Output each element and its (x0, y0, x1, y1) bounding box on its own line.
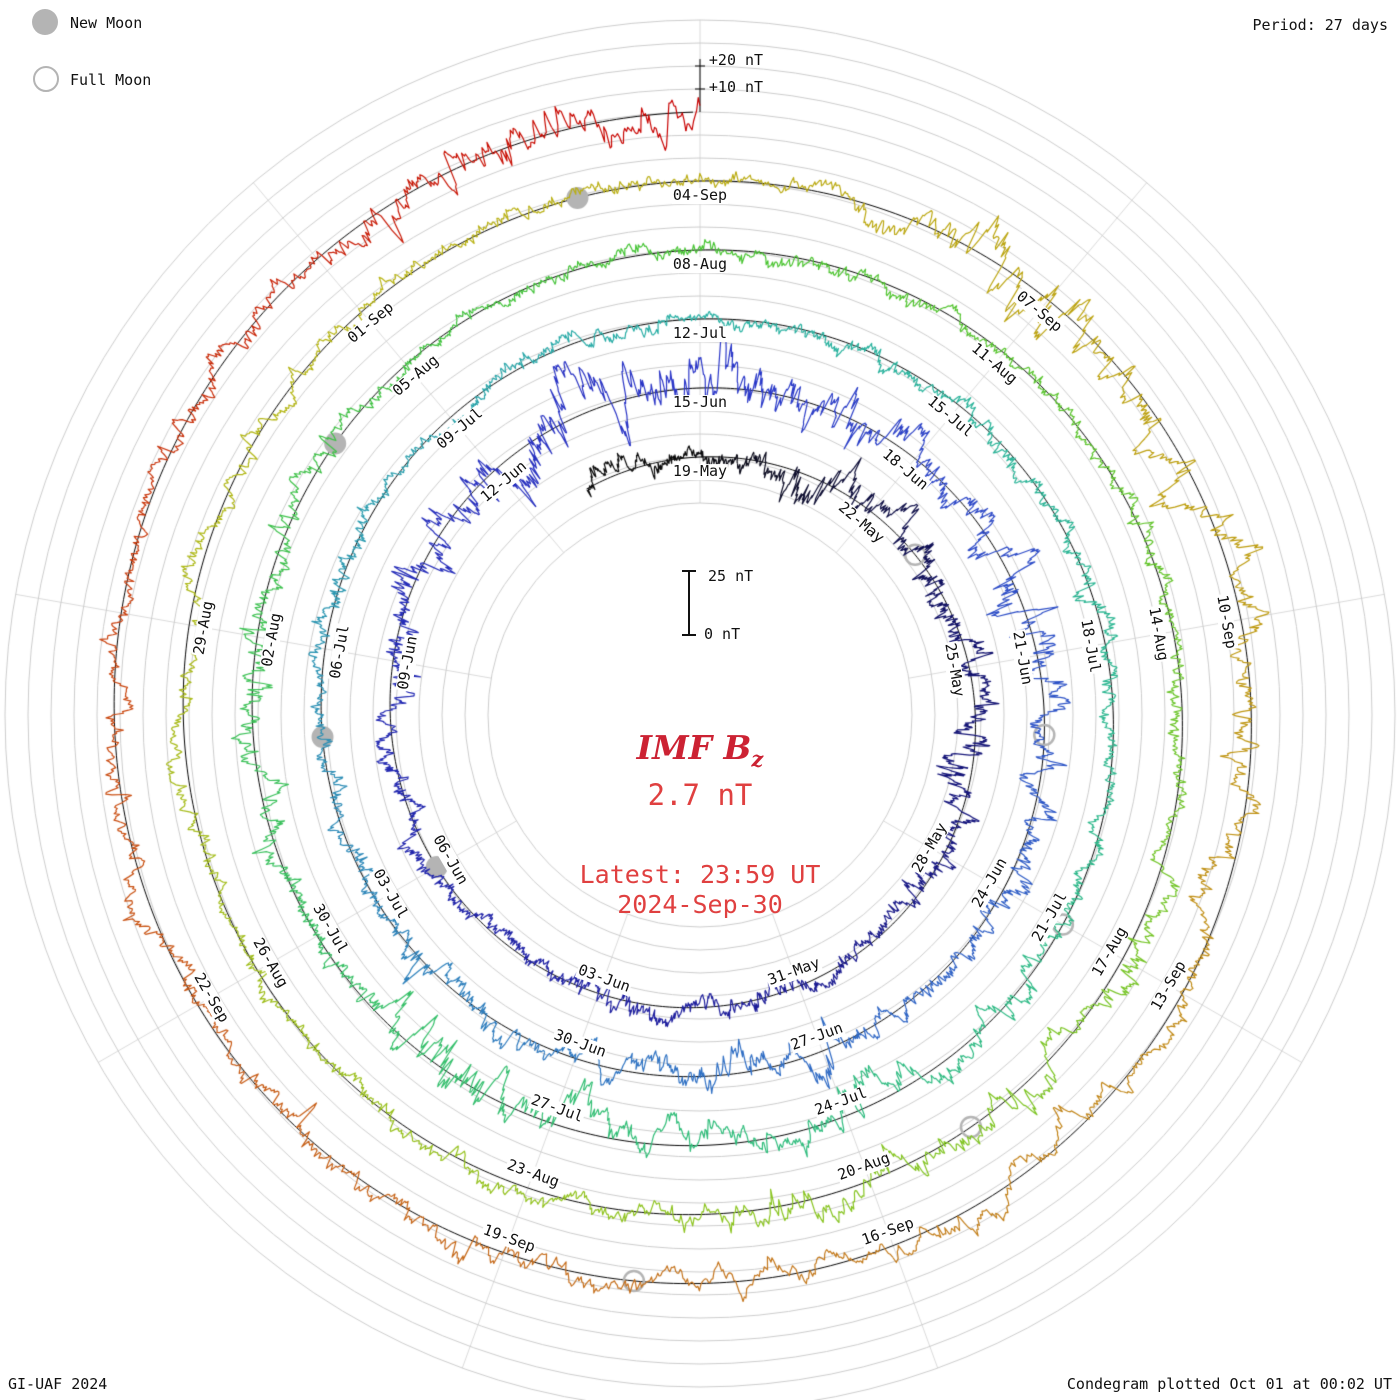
period-label: Period: 27 days (1252, 16, 1388, 34)
latest-timestamp: Latest: 23:59 UT 2024-Sep-30 (580, 860, 821, 919)
chart-title-main: IMF B (636, 728, 752, 767)
scale-bar-top-label: 25 nT (708, 567, 754, 585)
chart-current-value: 2.7 nT (647, 778, 753, 812)
full-moon-label: Full Moon (70, 71, 152, 89)
date-label: 15-Jun (671, 393, 729, 412)
scale-bar-bottom-cap (682, 634, 696, 636)
date-label: 04-Sep (671, 186, 729, 205)
full-moon-icon (33, 66, 59, 92)
scale-bar: 25 nT 0 nT (682, 567, 802, 643)
radial-scale-plus10: +10 nT (708, 78, 764, 96)
scale-bar-line (688, 570, 690, 636)
date-label: 12-Jul (671, 324, 729, 343)
latest-time: Latest: 23:59 UT (579, 860, 821, 889)
credit-label: GI-UAF 2024 (8, 1375, 108, 1393)
latest-date: 2024-Sep-30 (617, 889, 783, 919)
plotted-label: Condegram plotted Oct 01 at 00:02 UT (1066, 1375, 1392, 1393)
chart-title: IMF Bz (637, 728, 764, 772)
new-moon-icon (32, 9, 58, 35)
date-label: 19-May (671, 462, 729, 481)
radial-scale-plus20: +20 nT (708, 51, 764, 69)
chart-title-sub: z (751, 746, 764, 772)
scale-bar-bottom-label: 0 nT (704, 625, 741, 643)
new-moon-label: New Moon (70, 14, 143, 32)
date-label: 08-Aug (671, 255, 729, 274)
